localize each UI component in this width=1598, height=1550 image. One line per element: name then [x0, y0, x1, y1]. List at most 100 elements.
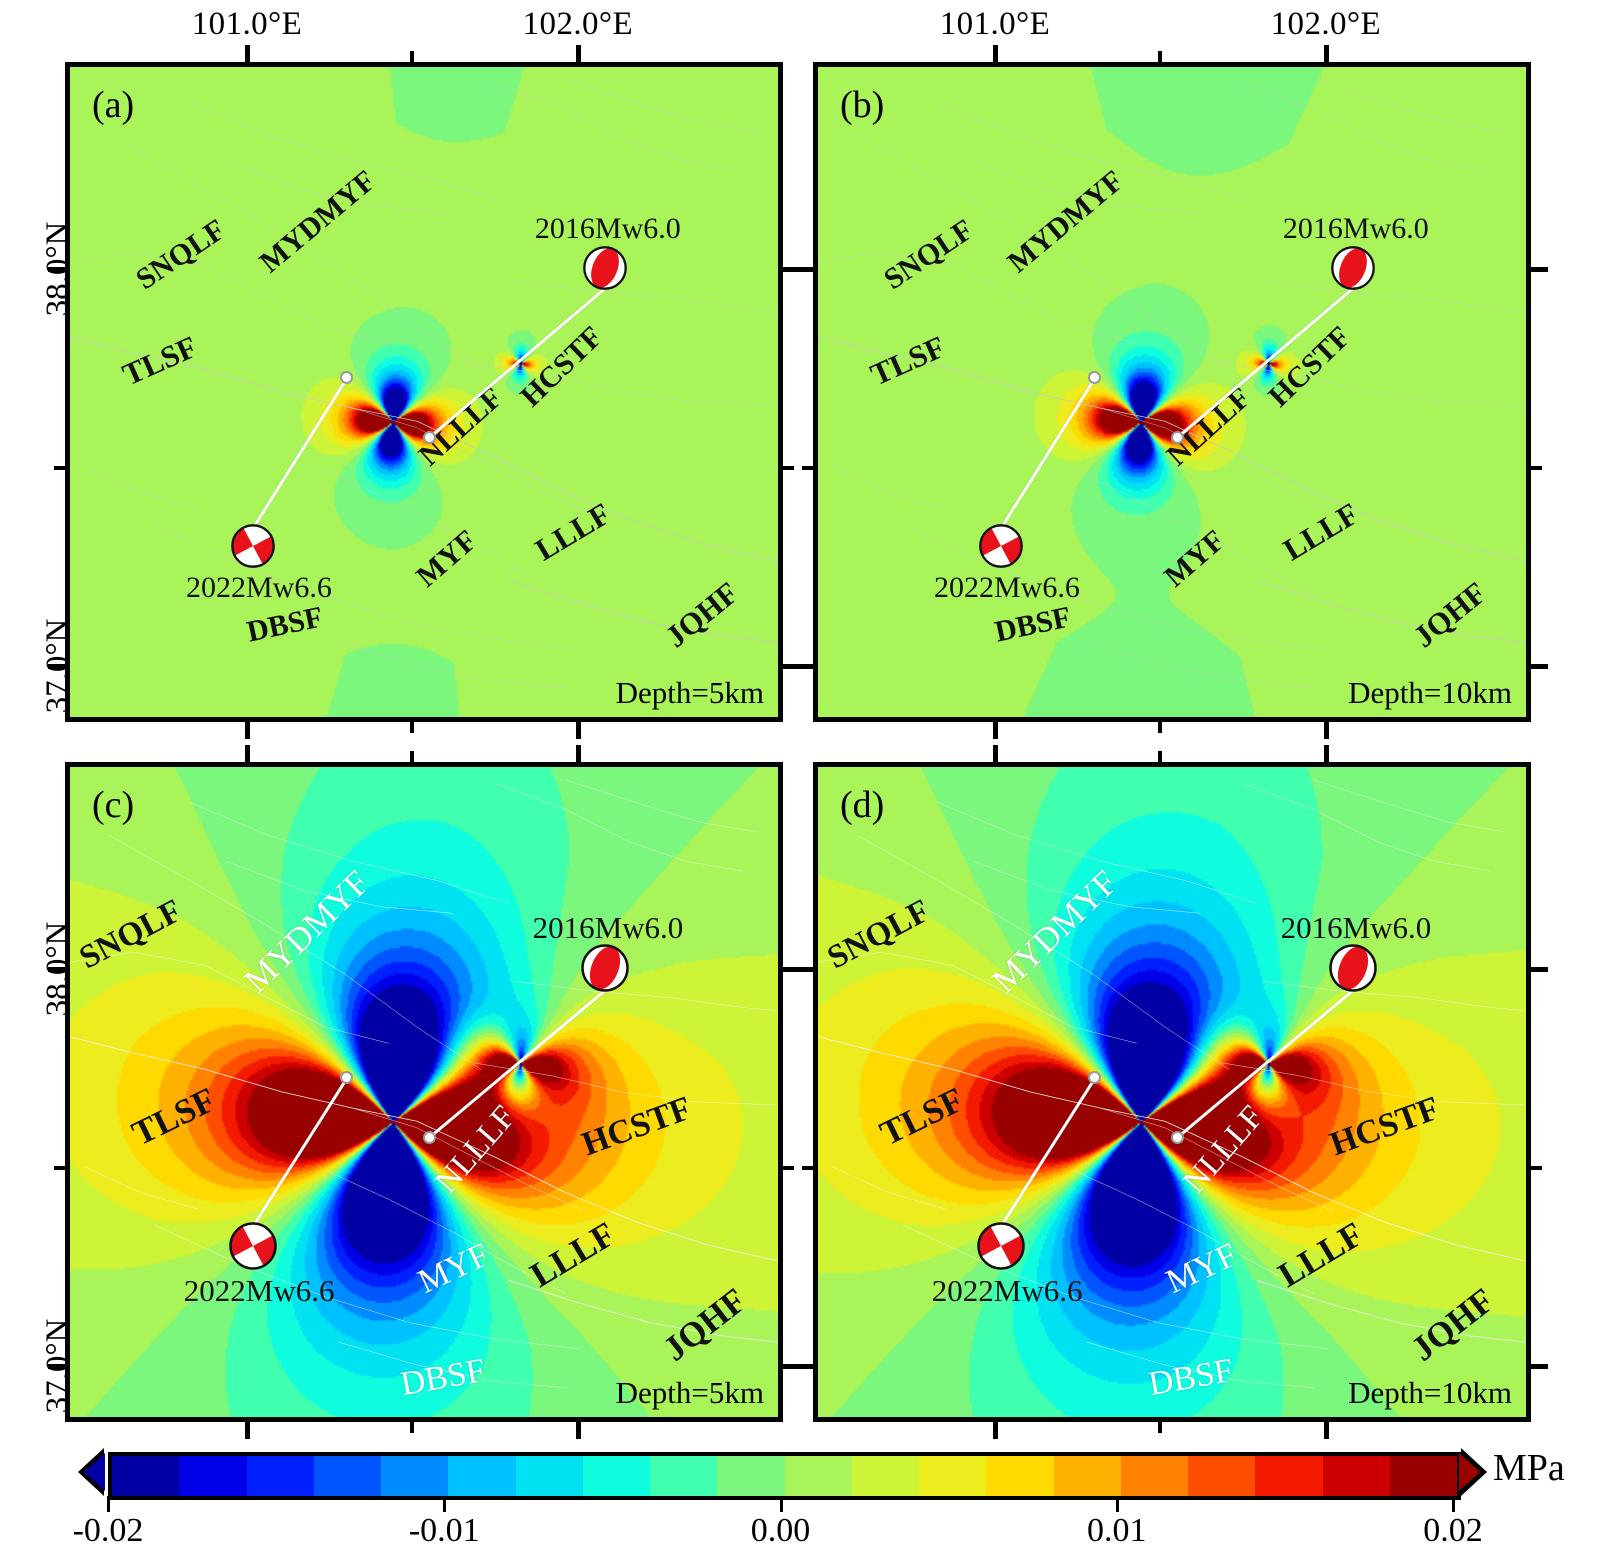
- y-tick-minor: [783, 465, 794, 470]
- colorbar-segment: [246, 1456, 314, 1496]
- colorbar-tick: [779, 1496, 783, 1512]
- coulomb-stress-field: [818, 767, 1526, 1417]
- y-tick-major: [796, 966, 813, 972]
- colorbar-segment: [1188, 1456, 1256, 1496]
- colorbar-tick-label: -0.02: [72, 1512, 144, 1549]
- y-tick-major: [796, 1364, 813, 1370]
- colorbar-tick: [1115, 1496, 1119, 1512]
- x-tick-major: [244, 45, 250, 62]
- beachball-2022: [228, 1221, 278, 1276]
- panel-d: SNQLF MYDMYF TLSF NLLLF HCSTF MYF LLLF JQHF DBSF…: [813, 762, 1531, 1422]
- colorbar-segment: [650, 1456, 718, 1496]
- x-tick-major: [244, 745, 250, 762]
- epicenter-marker-2016: [1171, 430, 1184, 444]
- depth-annotation-a: Depth=5km: [615, 675, 764, 710]
- x-tick-minor: [410, 51, 415, 62]
- y-tick-minor: [54, 1165, 65, 1170]
- depth-annotation-c: Depth=5km: [615, 1375, 764, 1410]
- beachball-2022: [230, 523, 276, 574]
- beachball-2016: [1330, 245, 1376, 296]
- y-tick-minor: [1531, 465, 1542, 470]
- x-tick-major: [575, 722, 581, 739]
- x-tick-major: [575, 1422, 581, 1439]
- beachball-2022: [978, 523, 1024, 574]
- x-axis-label: 102.0°E: [522, 6, 634, 42]
- y-tick-major: [1531, 1364, 1548, 1370]
- y-tick-major: [783, 664, 800, 670]
- colorbar-segment: [582, 1456, 650, 1496]
- beachball-2016: [580, 943, 630, 998]
- event-label-2022: 2022Mw6.6: [183, 1272, 335, 1308]
- colorbar-segment: [784, 1456, 852, 1496]
- panel-letter-c: (c): [92, 784, 135, 826]
- y-tick-major: [48, 966, 65, 972]
- x-tick-major: [1323, 722, 1329, 739]
- colorbar-segment: [1053, 1456, 1121, 1496]
- focal-mechanism-beachball: [581, 944, 629, 993]
- beachball-2016: [582, 245, 628, 296]
- panel-c-plot: SNQLF MYDMYF TLSF NLLLF HCSTF MYF LLLF JQHF DBSF…: [70, 767, 778, 1417]
- colorbar-segment: [448, 1456, 516, 1496]
- epicenter-marker-2016: [423, 1130, 436, 1144]
- focal-mechanism-beachball: [1329, 944, 1377, 993]
- event-label-2016: 2016Mw6.0: [534, 212, 681, 246]
- focal-mechanism-beachball: [229, 1221, 277, 1270]
- x-tick-major: [575, 45, 581, 62]
- y-tick-major: [796, 664, 813, 670]
- panel-d-plot: SNQLF MYDMYF TLSF NLLLF HCSTF MYF LLLF JQHF DBSF…: [818, 767, 1526, 1417]
- y-tick-major: [796, 266, 813, 272]
- y-tick-major: [48, 664, 65, 670]
- x-tick-major: [1323, 45, 1329, 62]
- epicenter-marker-2016: [1171, 1130, 1184, 1144]
- colorbar-segment: [919, 1456, 987, 1496]
- colorbar-gradient: [108, 1452, 1461, 1500]
- x-tick-major: [1323, 1422, 1329, 1439]
- x-tick-major: [992, 722, 998, 739]
- colorbar-tick-label: 0.01: [1087, 1512, 1147, 1549]
- event-label-2022: 2022Mw6.6: [931, 1272, 1083, 1308]
- colorbar-segment: [1322, 1456, 1390, 1496]
- beachball-2022: [976, 1221, 1026, 1276]
- colorbar-segment: [717, 1456, 785, 1496]
- coulomb-stress-field: [70, 767, 778, 1417]
- x-tick-major: [244, 722, 250, 739]
- depth-annotation-d: Depth=10km: [1348, 1375, 1512, 1410]
- panel-letter-a: (a): [92, 84, 135, 126]
- colorbar-segment: [986, 1456, 1054, 1496]
- event-label-2022: 2022Mw6.6: [933, 570, 1080, 604]
- x-tick-major: [575, 745, 581, 762]
- panel-c: SNQLF MYDMYF TLSF NLLLF HCSTF MYF LLLF JQHF DBSF…: [65, 762, 783, 1422]
- x-tick-minor: [410, 1422, 415, 1433]
- focal-mechanism-beachball: [231, 523, 275, 568]
- colorbar-segment: [179, 1456, 247, 1496]
- colorbar-segment: [313, 1456, 381, 1496]
- colorbar-segment: [851, 1456, 919, 1496]
- y-tick-major: [783, 1364, 800, 1370]
- x-tick-minor: [1158, 1422, 1163, 1433]
- colorbar-unit-label: MPa: [1493, 1447, 1565, 1489]
- y-axis-label: 38.0°N: [40, 221, 76, 317]
- colorbar-segment: [1255, 1456, 1323, 1496]
- colorbar-tick: [107, 1496, 110, 1512]
- focal-mechanism-beachball: [1331, 246, 1375, 291]
- y-tick-minor: [783, 1165, 794, 1170]
- y-tick-major: [1531, 266, 1548, 272]
- epicenter-marker-2016: [423, 430, 436, 444]
- y-tick-major: [783, 966, 800, 972]
- colorbar-cap-high-fill: [1459, 1453, 1480, 1491]
- x-tick-minor: [410, 722, 415, 733]
- x-tick-major: [992, 745, 998, 762]
- colorbar-tick-label: 0.02: [1423, 1512, 1483, 1549]
- y-tick-minor: [1531, 1165, 1542, 1170]
- y-axis-label: 38.0°N: [40, 921, 76, 1017]
- event-label-2016: 2016Mw6.0: [532, 910, 684, 946]
- y-tick-minor: [54, 465, 65, 470]
- event-label-2016: 2016Mw6.0: [1280, 910, 1432, 946]
- panel-b: SNQLF MYDMYF TLSF NLLLF HCSTF MYF LLLF JQHF DBSF…: [813, 62, 1531, 722]
- x-tick-major: [244, 1422, 250, 1439]
- y-tick-minor: [802, 465, 813, 470]
- x-tick-major: [1323, 745, 1329, 762]
- focal-mechanism-beachball: [583, 246, 627, 291]
- colorbar-segment: [1120, 1456, 1188, 1496]
